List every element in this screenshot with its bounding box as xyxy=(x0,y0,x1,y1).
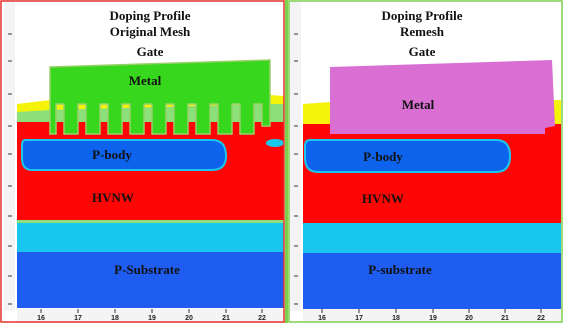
right-title-line1: Doping Profile xyxy=(381,8,462,23)
right-x-tick-21: 21 xyxy=(501,315,509,322)
right-x-tick-20: 20 xyxy=(465,315,473,322)
right-substrate-label: P-substrate xyxy=(368,262,432,277)
metal-gate-region xyxy=(49,59,271,135)
cyan-layer xyxy=(303,222,561,253)
left-panel-frame xyxy=(0,0,285,323)
left-metal-label: Metal xyxy=(129,73,162,88)
cyan-layer xyxy=(17,222,284,252)
left-x-tick-20: 20 xyxy=(185,315,193,322)
left-x-tick-21: 21 xyxy=(222,315,230,322)
right-x-ticks xyxy=(321,309,542,313)
right-panel-frame xyxy=(288,0,563,323)
transition-band xyxy=(17,219,284,223)
right-y-ticks xyxy=(294,33,298,305)
left-x-tick-19: 19 xyxy=(148,315,156,322)
left-x-tick-22: 22 xyxy=(258,315,266,322)
left-x-ticks xyxy=(40,309,263,313)
left-panel: Doping Profile Original Mesh Gate Metal … xyxy=(0,0,285,323)
right-x-tick-18: 18 xyxy=(392,315,400,322)
panel-separator xyxy=(285,0,288,323)
left-title-line1: Doping Profile xyxy=(109,8,190,23)
p-body-region xyxy=(304,139,512,173)
right-metal-label: Metal xyxy=(402,97,435,112)
left-x-ruler xyxy=(17,309,284,323)
metal-gate-region xyxy=(330,60,555,134)
left-y-ticks xyxy=(8,33,12,305)
left-x-tick-16: 16 xyxy=(37,315,45,322)
p-body-region xyxy=(21,139,228,171)
right-hvnw-label: HVNW xyxy=(362,191,404,206)
left-x-tick-17: 17 xyxy=(74,315,82,322)
right-y-ruler xyxy=(290,0,301,311)
left-pbody-label: P-body xyxy=(92,147,132,162)
left-substrate-label: P-Substrate xyxy=(114,262,180,277)
cyan-spot xyxy=(266,139,284,147)
p-substrate-region xyxy=(303,252,561,309)
right-x-ruler xyxy=(303,309,561,323)
p-substrate-region xyxy=(17,250,284,308)
left-y-ruler xyxy=(4,0,15,311)
right-x-tick-16: 16 xyxy=(318,315,326,322)
right-pbody-label: P-body xyxy=(363,149,403,164)
left-title-line2: Original Mesh xyxy=(110,24,191,39)
right-gate-label: Gate xyxy=(409,44,436,59)
left-hvnw-label: HVNW xyxy=(92,190,134,205)
left-x-tick-18: 18 xyxy=(111,315,119,322)
left-gate-label: Gate xyxy=(137,44,164,59)
right-title-line2: Remesh xyxy=(400,24,445,39)
right-x-tick-22: 22 xyxy=(537,315,545,322)
right-x-tick-17: 17 xyxy=(355,315,363,322)
right-x-tick-19: 19 xyxy=(429,315,437,322)
right-panel: Doping Profile Remesh Gate Metal P-body … xyxy=(288,0,563,323)
